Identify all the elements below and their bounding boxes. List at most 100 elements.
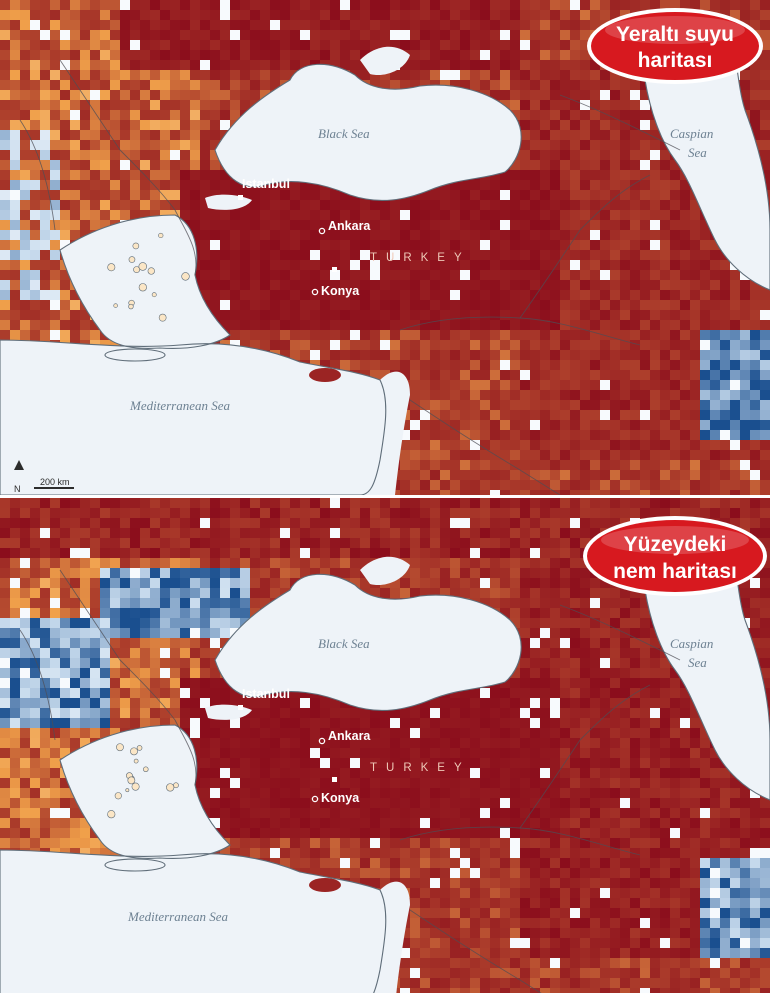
anomaly-cell [320,300,330,310]
anomaly-cell [260,240,270,250]
anomaly-cell [250,320,260,330]
anomaly-cell [360,220,370,230]
anomaly-cell [480,320,490,330]
anomaly-cell [490,508,500,518]
anomaly-cell [670,350,680,360]
anomaly-cell [420,230,430,240]
anomaly-cell [230,80,240,90]
anomaly-cell [510,598,520,608]
anomaly-cell [200,518,210,528]
anomaly-cell [300,330,310,340]
anomaly-cell [550,608,560,618]
anomaly-cell [640,470,650,480]
anomaly-cell [510,180,520,190]
anomaly-cell [580,120,590,130]
anomaly-cell [580,10,590,20]
anomaly-cell [280,320,290,330]
anomaly-cell [70,210,80,220]
anomaly-cell [710,260,720,270]
anomaly-cell [20,528,30,538]
anomaly-cell [220,230,230,240]
anomaly-cell [320,280,330,290]
anomaly-cell [570,140,580,150]
anomaly-cell [520,290,530,300]
anomaly-cell [400,578,410,588]
anomaly-cell [230,270,240,280]
anomaly-cell [680,498,690,508]
anomaly-cell [20,598,30,608]
anomaly-cell [640,420,650,430]
anomaly-cell [190,498,200,508]
anomaly-cell [380,240,390,250]
anomaly-cell [720,490,730,495]
anomaly-cell [680,480,690,490]
anomaly-cell [290,230,300,240]
anomaly-cell [460,230,470,240]
anomaly-cell [0,170,10,180]
anomaly-cell [560,20,570,30]
anomaly-cell [490,260,500,270]
anomaly-cell [350,548,360,558]
anomaly-cell [50,250,60,260]
anomaly-cell [230,568,240,578]
anomaly-cell [500,538,510,548]
anomaly-cell [460,548,470,558]
anomaly-cell [370,0,380,10]
badge-gloss [605,16,745,44]
anomaly-cell [70,20,80,30]
anomaly-cell [530,568,540,578]
anomaly-cell [570,410,580,420]
anomaly-cell [120,498,130,508]
anomaly-cell [670,310,680,320]
anomaly-cell [170,538,180,548]
anomaly-cell [670,400,680,410]
anomaly-cell [550,170,560,180]
anomaly-cell [510,578,520,588]
anomaly-cell [260,190,270,200]
anomaly-cell [590,180,600,190]
anomaly-cell [270,558,280,568]
anomaly-cell [550,380,560,390]
anomaly-cell [80,628,90,638]
anomaly-cell [430,300,440,310]
anomaly-cell [590,360,600,370]
anomaly-cell [0,90,10,100]
anomaly-cell [530,250,540,260]
anomaly-cell [560,300,570,310]
anomaly-cell [60,140,70,150]
anomaly-cell [330,360,340,370]
anomaly-cell [240,538,250,548]
anomaly-cell [410,390,420,400]
anomaly-cell [480,360,490,370]
anomaly-cell [30,518,40,528]
anomaly-cell [0,0,10,10]
anomaly-cell [420,50,430,60]
anomaly-cell [760,608,770,618]
anomaly-cell [60,300,70,310]
anomaly-cell [590,300,600,310]
anomaly-cell [480,420,490,430]
anomaly-cell [310,50,320,60]
anomaly-cell [510,60,520,70]
anomaly-cell [640,360,650,370]
anomaly-cell [600,210,610,220]
anomaly-cell [80,568,90,578]
anomaly-cell [610,160,620,170]
anomaly-cell [610,200,620,210]
anomaly-cell [50,150,60,160]
anomaly-cell [610,410,620,420]
anomaly-cell [170,498,180,508]
anomaly-cell [270,180,280,190]
anomaly-cell [530,130,540,140]
anomaly-cell [0,300,10,310]
anomaly-cell [440,280,450,290]
anomaly-cell [360,20,370,30]
anomaly-cell [70,330,80,340]
anomaly-cell [460,558,470,568]
anomaly-cell [130,50,140,60]
anomaly-cell [650,370,660,380]
anomaly-cell [130,150,140,160]
anomaly-cell [480,260,490,270]
anomaly-cell [740,360,750,370]
anomaly-cell [580,290,590,300]
